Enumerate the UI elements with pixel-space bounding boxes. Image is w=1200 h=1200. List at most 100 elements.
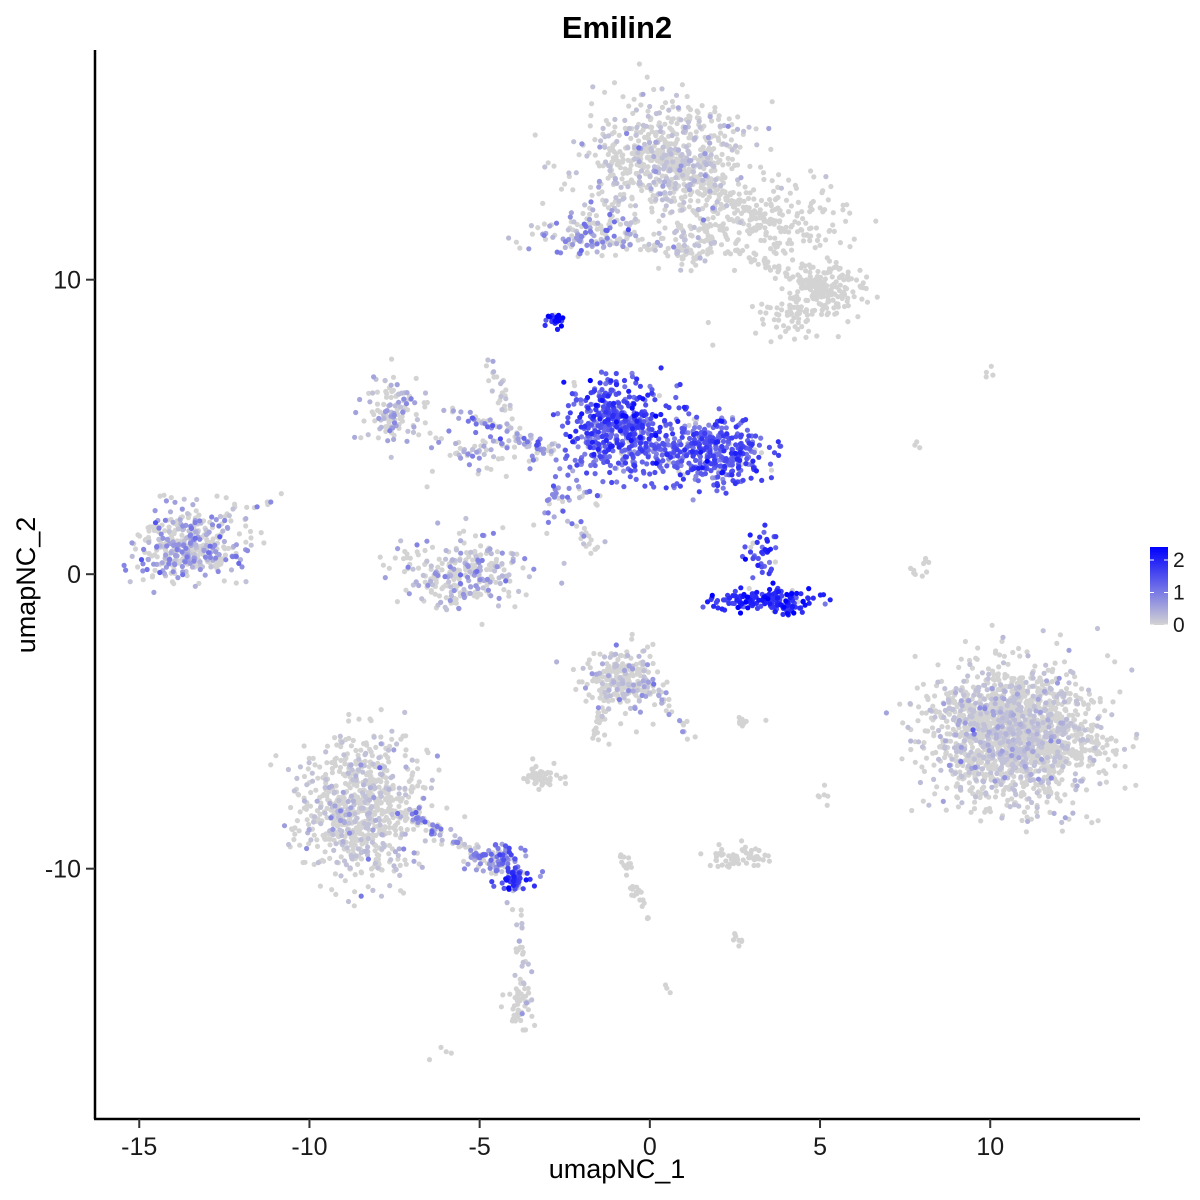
cell-point	[518, 907, 524, 913]
cell-point	[717, 157, 723, 163]
cell-point	[647, 103, 653, 110]
cell-point	[429, 544, 436, 550]
cell-point	[950, 726, 956, 733]
cell-point	[725, 249, 731, 255]
cell-point	[636, 61, 643, 67]
cell-point	[586, 533, 592, 539]
cell-point	[1113, 747, 1119, 754]
cell-point	[771, 317, 777, 323]
cell-point	[410, 429, 417, 435]
cell-point	[1084, 737, 1090, 743]
cell-point	[697, 124, 703, 130]
cell-point	[1023, 700, 1029, 706]
cell-point	[677, 202, 683, 208]
cell-point	[196, 512, 202, 518]
cell-point	[415, 565, 422, 571]
cell-point	[724, 214, 731, 220]
cell-point	[1063, 686, 1070, 692]
cell-point	[393, 832, 399, 838]
cell-point	[763, 310, 769, 316]
cell-point	[1117, 689, 1123, 695]
cell-point	[925, 728, 931, 734]
cell-point	[1063, 672, 1070, 678]
cell-point	[368, 866, 375, 872]
cell-point	[1104, 737, 1110, 743]
cell-point	[536, 775, 542, 782]
cell-point	[716, 842, 722, 848]
cell-point	[532, 780, 538, 787]
cell-point	[491, 454, 497, 460]
cell-point	[811, 174, 817, 180]
cell-point	[673, 92, 680, 98]
cell-point	[942, 744, 948, 750]
cell-point	[1097, 699, 1103, 705]
cell-point	[248, 542, 254, 548]
cell-point	[638, 102, 644, 108]
cell-point	[687, 107, 694, 113]
cell-point	[309, 770, 315, 776]
cell-point	[703, 202, 709, 208]
cell-point	[705, 216, 711, 222]
cell-point	[593, 546, 599, 552]
cell-point	[517, 996, 523, 1003]
cell-point	[794, 213, 800, 219]
cell-point	[1033, 781, 1039, 788]
cell-point	[1000, 791, 1006, 798]
cell-point	[1062, 707, 1068, 713]
cell-point	[296, 792, 302, 798]
cell-point	[1000, 660, 1007, 666]
cell-point	[478, 543, 484, 549]
cell-point	[682, 237, 688, 243]
cell-point	[385, 755, 391, 761]
cell-point	[382, 377, 388, 384]
cell-point	[674, 120, 680, 127]
cell-point	[609, 159, 615, 165]
cell-point	[620, 196, 626, 202]
cell-point	[990, 676, 996, 682]
cell-point	[374, 389, 380, 395]
cell-point	[317, 764, 323, 770]
cell-point	[1016, 803, 1022, 809]
cell-point	[367, 716, 373, 722]
cell-point	[268, 762, 274, 768]
cell-point	[969, 744, 976, 751]
cell-point	[712, 222, 719, 228]
cell-point	[814, 333, 820, 339]
cell-point	[584, 153, 590, 159]
cell-point	[461, 841, 468, 847]
cell-point	[655, 669, 661, 675]
cell-point	[152, 567, 158, 574]
cell-point	[919, 710, 925, 716]
cell-point	[1021, 791, 1027, 798]
cell-point	[644, 74, 650, 80]
cell-point	[967, 721, 974, 727]
cell-point	[554, 772, 560, 778]
cell-point	[788, 247, 795, 253]
cell-point	[628, 177, 635, 183]
cell-point	[715, 863, 721, 870]
cell-point	[352, 811, 358, 817]
cell-point	[804, 312, 811, 318]
cell-point	[771, 221, 777, 227]
cell-point	[708, 152, 714, 158]
cell-point	[670, 104, 676, 110]
cell-point	[723, 226, 730, 232]
cell-point	[1017, 653, 1023, 659]
cell-point	[785, 209, 792, 215]
cell-point	[489, 388, 495, 394]
cell-point	[1089, 820, 1095, 826]
cell-point	[381, 401, 387, 407]
cell-point	[622, 166, 628, 172]
cell-point	[961, 692, 967, 698]
cell-point	[840, 207, 846, 213]
cell-point	[983, 369, 990, 375]
cell-point	[729, 147, 735, 153]
cell-point	[329, 887, 335, 893]
cell-point	[649, 129, 655, 135]
cell-point	[221, 544, 227, 550]
cell-point	[765, 264, 772, 270]
cell-point	[286, 841, 292, 848]
cell-point	[338, 873, 344, 879]
cell-point	[523, 993, 529, 999]
cell-point	[371, 411, 377, 418]
